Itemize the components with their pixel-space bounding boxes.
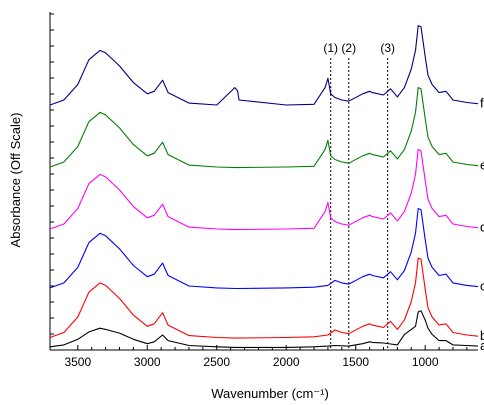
trace-label-c: c [480, 279, 484, 294]
trace-f [49, 25, 479, 106]
x-tick-label: 1500 [342, 355, 369, 369]
trace-d [49, 149, 479, 231]
x-tick-label: 2000 [273, 355, 300, 369]
trace-label-d: d [480, 220, 484, 235]
trace-label-f: f [480, 96, 484, 111]
trace-labels: ab c d e f [480, 96, 484, 353]
trace-c [49, 207, 479, 290]
annotation-label-3: (3) [380, 41, 395, 55]
spectra-traces [49, 25, 479, 348]
x-axis-label: Wavenumber (cm⁻¹) [211, 386, 329, 401]
x-tick-label: 3000 [134, 355, 161, 369]
trace-label-a: a [480, 338, 484, 353]
trace-label-e: e [480, 158, 484, 173]
annotation-lines: (1) (2) (3) [323, 41, 395, 350]
axes: 3500 3000 2500 2000 1500 1000 [49, 12, 478, 369]
trace-label-b: b [480, 328, 484, 343]
x-tick-label: 1000 [412, 355, 439, 369]
trace-a [49, 310, 479, 348]
x-tick-label: 2500 [203, 355, 230, 369]
x-tick-label: 3500 [64, 355, 91, 369]
annotation-label-2: (2) [341, 41, 356, 55]
trace-b [49, 257, 479, 339]
y-axis-label: Absorbance (Off Scale) [8, 113, 23, 248]
annotation-label-1: (1) [323, 41, 338, 55]
trace-e [49, 87, 479, 169]
